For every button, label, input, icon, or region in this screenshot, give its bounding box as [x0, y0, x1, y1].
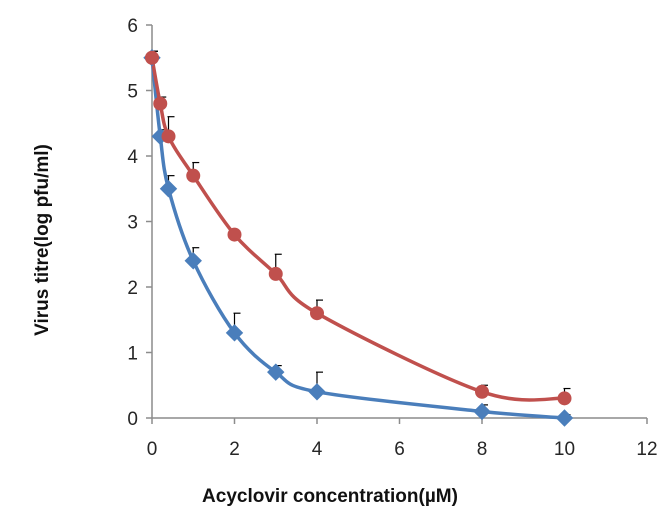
series-line-2	[150, 57, 565, 402]
x-tick-label: 12	[636, 439, 657, 460]
x-axis-title: Acyclovir concentration(µM)	[202, 486, 458, 507]
data-point-diamond	[308, 383, 326, 401]
series-lines	[150, 57, 565, 420]
data-point-diamond	[267, 363, 285, 381]
data-point-diamond	[184, 252, 202, 270]
y-tick-label: 3	[127, 213, 138, 234]
data-point-circle	[268, 266, 283, 281]
data-point-circle	[557, 391, 572, 406]
y-tick-label: 4	[127, 147, 138, 168]
series-line-1	[150, 57, 565, 420]
data-point-diamond	[225, 324, 244, 342]
data-point-circle	[310, 306, 324, 321]
data-point-circle	[161, 129, 176, 144]
y-tick-label: 6	[127, 16, 138, 37]
data-point-diamond	[473, 402, 491, 421]
axis-ticks	[146, 24, 648, 424]
data-point-circle	[227, 227, 242, 242]
data-point-circle	[186, 168, 201, 183]
data-point-circle	[475, 384, 489, 399]
y-tick-label: 5	[127, 82, 138, 103]
data-point-diamond	[555, 409, 574, 427]
y-axis-title: Virus titre(log pfu/ml)	[32, 144, 53, 336]
data-point-circle	[145, 50, 159, 65]
x-tick-label: 0	[147, 439, 158, 460]
error-bars	[151, 50, 571, 418]
y-tick-label: 2	[127, 278, 138, 299]
x-tick-label: 2	[229, 439, 240, 460]
data-point-circle	[153, 96, 168, 111]
data-point-diamond	[159, 180, 178, 198]
x-tick-label: 8	[477, 439, 488, 460]
y-tick-label: 0	[127, 409, 138, 430]
x-tick-label: 10	[554, 439, 575, 460]
y-tick-label: 1	[127, 344, 138, 365]
x-tick-label: 6	[394, 439, 405, 460]
x-tick-label: 4	[312, 439, 323, 460]
series-markers	[143, 49, 574, 427]
